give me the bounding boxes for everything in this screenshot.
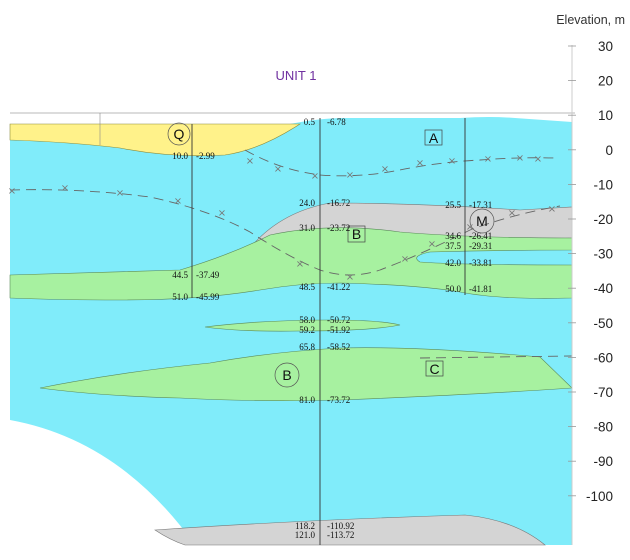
cross-marker-icon: × (61, 183, 69, 194)
cross-marker-icon: × (416, 158, 424, 169)
axis-tick-label: -80 (593, 420, 613, 435)
axis-tick-label: -70 (593, 385, 613, 400)
axis-tick-label: 20 (598, 74, 613, 89)
bh2-d3: 31.0 (299, 223, 315, 233)
bh2-e4: -41.22 (327, 282, 350, 292)
unit-label-q: Q (174, 126, 185, 142)
unit-label-a: A (429, 130, 439, 146)
cross-marker-icon: × (401, 254, 409, 265)
unit-box-a (424, 129, 443, 146)
axis-tick-label: -10 (593, 177, 613, 192)
bh3-d4: 42.0 (445, 258, 461, 268)
cross-marker-icon: × (346, 170, 354, 181)
bh2-d9: 118.2 (295, 521, 315, 531)
bh2-d4: 48.5 (299, 282, 315, 292)
cross-marker-icon: × (428, 239, 436, 250)
bh1-top-elev: -2.99 (196, 151, 215, 161)
cross-marker-icon: × (346, 272, 354, 283)
axis-tick-label: -60 (593, 350, 613, 365)
axis-tick-label: -20 (593, 212, 613, 227)
cross-marker-icon: × (466, 222, 474, 233)
bedrock-bottom-gray (154, 514, 546, 546)
cross-marker-icon: × (548, 204, 556, 215)
bh3-e2: -26.41 (469, 231, 492, 241)
dashed-boundary-upper (244, 149, 556, 177)
cross-marker-icon: × (484, 154, 492, 165)
cross-marker-icon: × (174, 196, 182, 207)
cross-marker-icon: × (218, 208, 226, 219)
bh2-d5: 58.0 (299, 315, 315, 325)
cross-marker-icon: × (311, 171, 319, 182)
clay-lens-small (204, 319, 401, 332)
cross-marker-icon: × (296, 259, 304, 270)
bh3-d5: 50.0 (445, 284, 461, 294)
cross-marker-icon: × (448, 156, 456, 167)
borehole-2-labels: 0.5 -6.78 24.0 -16.72 31.0 -23.72 48.5 -… (295, 117, 355, 540)
cross-marker-icon: × (516, 153, 524, 164)
axis-title: Elevation, m (556, 13, 625, 27)
borehole-3-labels: 25.5 -17.31 34.6 -26.41 37.5 -29.31 42.0… (445, 200, 492, 294)
axis-tick-label: -90 (593, 454, 613, 469)
bh3-e5: -41.81 (469, 284, 492, 294)
cross-marker-icon: × (116, 188, 124, 199)
cross-markers: × × × × × × × × × × × × × × × × × × × × × × (8, 153, 556, 283)
bh2-e6: -51.92 (327, 325, 350, 335)
unit-circle-m (469, 208, 495, 234)
cross-marker-icon: × (534, 154, 542, 165)
cross-marker-icon: × (381, 164, 389, 175)
axis-tick-label: -40 (593, 281, 613, 296)
bh1-bot-elev: -45.99 (196, 292, 220, 302)
unit-circle-b-lower (274, 362, 300, 388)
bh2-d1: 0.5 (304, 117, 316, 127)
dashed-boundary-lower (9, 189, 561, 276)
unit-box-b-upper (347, 225, 366, 243)
dashed-line-right (419, 355, 573, 359)
bh2-d2: 24.0 (299, 198, 315, 208)
bh2-e10: -113.72 (327, 530, 354, 540)
bh2-d6: 59.2 (299, 325, 315, 335)
axis-tick-label: 0 (605, 143, 613, 158)
unit-label-c: C (429, 361, 439, 377)
bh3-d2: 34.6 (445, 231, 461, 241)
bh3-e3: -29.31 (469, 241, 492, 251)
borehole-1-labels: 10.0 -2.99 44.5 -37.49 51.0 -45.99 (172, 151, 219, 302)
bh2-e9: -110.92 (327, 521, 354, 531)
cross-marker-icon: × (246, 156, 254, 167)
bh2-d8: 81.0 (299, 395, 315, 405)
elevation-axis: 30 20 10 0 -10 -20 -30 -40 -50 -60 -70 -80 -90 -100 (568, 39, 613, 545)
cross-marker-icon: × (274, 164, 282, 175)
cross-marker-icon: × (508, 208, 516, 219)
bh1-mid-elev: -37.49 (196, 270, 220, 280)
bh2-e2: -16.72 (327, 198, 350, 208)
axis-tick-label: -100 (586, 489, 613, 504)
bh2-e3: -23.72 (327, 223, 350, 233)
bh2-e8: -73.72 (327, 395, 350, 405)
clay-layer-b-upper (9, 227, 573, 301)
axis-tick-label: -50 (593, 316, 613, 331)
axis-tick-label: -30 (593, 247, 613, 262)
unit-circle-q (167, 122, 191, 146)
bh2-e5: -50.72 (327, 315, 350, 325)
bh2-d10: 121.0 (295, 530, 316, 540)
cross-marker-icon: × (8, 186, 16, 197)
bh1-mid-depth: 44.5 (172, 270, 188, 280)
bh3-d3: 37.5 (445, 241, 461, 251)
axis-tick-label: 30 (598, 39, 613, 54)
unit-label-b-lower: B (282, 367, 291, 383)
bh1-bot-depth: 51.0 (172, 292, 188, 302)
bh3-d1: 25.5 (445, 200, 461, 210)
bh2-e1: -6.78 (327, 117, 346, 127)
bh1-top-depth: 10.0 (172, 151, 188, 161)
unit-label-b-upper: B (352, 226, 361, 242)
bh2-e7: -58.52 (327, 342, 350, 352)
unit-label-m: M (476, 213, 488, 229)
sand-lens-q (9, 123, 302, 156)
unit-box-c (425, 360, 444, 377)
bh3-e1: -17.31 (469, 200, 492, 210)
bh3-e4: -33.81 (469, 258, 492, 268)
unit-title: UNIT 1 (276, 68, 317, 83)
axis-tick-label: 10 (598, 108, 613, 123)
bh2-d7: 65.8 (299, 342, 315, 352)
